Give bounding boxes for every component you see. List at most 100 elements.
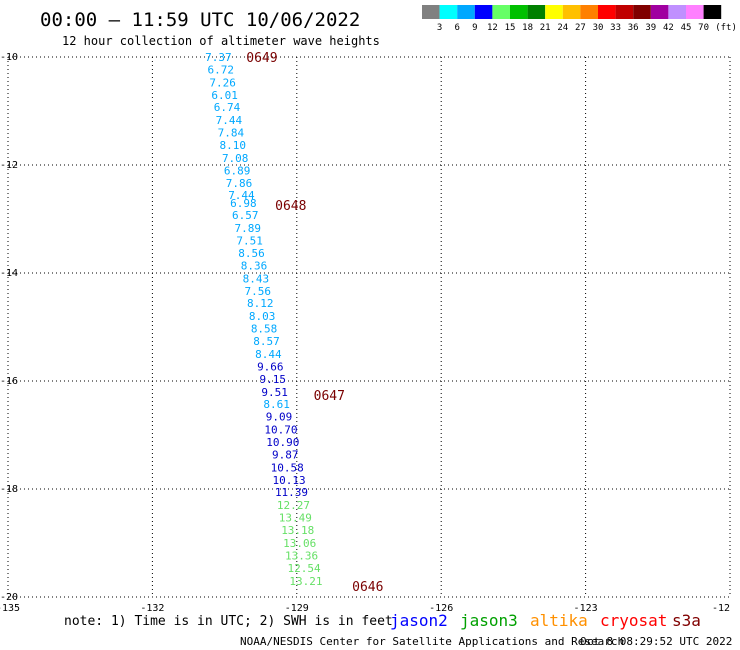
time-labels: 0649 0648 0647 0646 <box>246 51 383 595</box>
chart-title: 00:00 – 11:59 UTC 10/06/2022 <box>40 9 360 31</box>
wave-height-value: 8.12 <box>247 297 274 310</box>
color-scale-label: 33 <box>610 23 621 33</box>
wave-height-value: 8.03 <box>249 310 276 323</box>
wave-height-value: 10.13 <box>273 474 306 487</box>
chart-subtitle: 12 hour collection of altimeter wave hei… <box>62 34 380 48</box>
satellite-name: jason2 <box>390 611 448 630</box>
satellite-name: s3a <box>672 611 701 630</box>
wave-height-value: 11.39 <box>275 486 308 499</box>
wave-height-value: 6.89 <box>224 164 251 177</box>
color-scale-label: 12 <box>487 23 498 33</box>
wave-height-value: 8.43 <box>243 272 270 285</box>
color-scale-label: 15 <box>505 23 516 33</box>
y-tick-label: -14 <box>0 268 18 279</box>
color-scale-swatch <box>439 5 458 19</box>
color-scale-swatch <box>686 5 704 19</box>
color-scale-label: 36 <box>628 23 639 33</box>
y-tick-label: -18 <box>0 484 18 495</box>
color-scale-swatch <box>492 5 510 19</box>
color-scale-swatch <box>545 5 563 19</box>
wave-height-value: 8.36 <box>241 259 268 272</box>
satellite-legend: jason2 jason3 altika cryosat s3a <box>390 611 701 630</box>
color-scale-swatch <box>615 5 634 19</box>
x-tick-label: -12 <box>712 603 730 614</box>
color-scale-swatch <box>527 5 546 19</box>
wave-height-value: 7.51 <box>236 235 263 248</box>
color-scale-swatch <box>422 5 440 19</box>
wave-height-value: 8.61 <box>263 398 290 411</box>
wave-height-value: 7.44 <box>216 114 243 127</box>
wave-height-value: 6.57 <box>232 209 259 222</box>
wave-height-value: 13.21 <box>289 575 322 588</box>
color-scale-label: 70 <box>698 23 709 33</box>
wave-height-value: 7.86 <box>226 177 253 190</box>
wave-height-value: 9.15 <box>259 373 286 386</box>
wave-height-value: 10.90 <box>266 436 299 449</box>
x-tick-label: -132 <box>140 603 164 614</box>
x-tick-label: -123 <box>574 603 598 614</box>
y-tick-label: -12 <box>0 160 18 171</box>
wave-height-value: 6.74 <box>214 101 241 114</box>
wave-height-value: 7.26 <box>209 76 236 89</box>
color-scale-swatch <box>457 5 475 19</box>
x-tick-label: -126 <box>429 603 453 614</box>
time-label: 0648 <box>275 199 306 214</box>
time-label: 0647 <box>314 389 345 404</box>
wave-height-value: 8.44 <box>255 348 282 361</box>
time-label: 0649 <box>246 51 277 66</box>
y-tick-label: -16 <box>0 376 18 387</box>
chart-grid <box>7 56 731 598</box>
color-scale-swatch <box>562 5 581 19</box>
wave-height-value: 8.10 <box>220 139 247 152</box>
wave-height-value: 9.66 <box>257 360 284 373</box>
footer-timestamp: Oct 8 08:29:52 UTC 2022 <box>580 635 732 648</box>
satellite-name: altika <box>530 611 588 630</box>
color-scale-swatch <box>598 5 616 19</box>
wave-height-value: 8.56 <box>238 247 265 260</box>
wave-height-value: 7.37 <box>205 51 232 64</box>
time-label: 0646 <box>352 580 383 595</box>
color-scale-label: 21 <box>540 23 551 33</box>
y-tick-label: -10 <box>0 52 18 63</box>
y-axis-ticks: -10 -12 -14 -16 -18 -20 <box>0 52 18 603</box>
color-scale-label: 45 <box>681 23 692 33</box>
data-points: 7.376.727.266.016.747.447.848.107.086.89… <box>205 51 322 588</box>
wave-height-value: 13.18 <box>281 524 314 537</box>
footer-note: note: 1) Time is in UTC; 2) SWH is in fe… <box>64 614 393 629</box>
color-scale-swatch <box>633 5 651 19</box>
wave-height-value: 9.51 <box>261 386 288 399</box>
color-scale-label: 27 <box>575 23 586 33</box>
color-scale-swatch <box>668 5 686 19</box>
wave-height-value: 13.49 <box>279 512 312 525</box>
satellite-name: jason3 <box>460 611 518 630</box>
wave-height-value: 8.57 <box>253 335 280 348</box>
color-scale-swatch <box>650 5 669 19</box>
color-scale-label: 24 <box>557 23 568 33</box>
color-scale-swatch <box>580 5 598 19</box>
color-scale-legend: 3 6 9 12 15 18 21 24 27 30 33 36 39 42 45 70 (ft) <box>422 5 737 33</box>
y-tick-label: -20 <box>0 592 18 603</box>
footer-credit: NOAA/NESDIS Center for Satellite Applica… <box>240 635 624 648</box>
color-scale-label: 30 <box>593 23 604 33</box>
color-scale-label: 42 <box>663 23 674 33</box>
wave-height-value: 8.58 <box>251 323 278 336</box>
color-scale-label: 39 <box>645 23 656 33</box>
wave-height-value: 9.87 <box>272 448 299 461</box>
color-scale-swatch <box>510 5 528 19</box>
wave-height-value: 6.01 <box>211 89 238 102</box>
wave-height-value: 6.98 <box>230 197 257 210</box>
x-axis-ticks: -135 -132 -129 -126 -123 -12 <box>0 603 730 614</box>
wave-height-value: 9.09 <box>266 411 293 424</box>
wave-height-value: 12.27 <box>277 499 310 512</box>
wave-height-value: 10.70 <box>264 424 297 437</box>
x-tick-label: -129 <box>285 603 309 614</box>
wave-height-value: 12.54 <box>287 562 320 575</box>
wave-height-value: 13.36 <box>285 549 318 562</box>
wave-height-value: 7.84 <box>218 127 245 140</box>
wave-height-value: 7.89 <box>234 222 261 235</box>
wave-height-value: 13.06 <box>283 537 316 550</box>
color-scale-label: 6 <box>454 23 459 33</box>
color-scale-swatch <box>474 5 493 19</box>
color-scale-label: 3 <box>437 23 442 33</box>
